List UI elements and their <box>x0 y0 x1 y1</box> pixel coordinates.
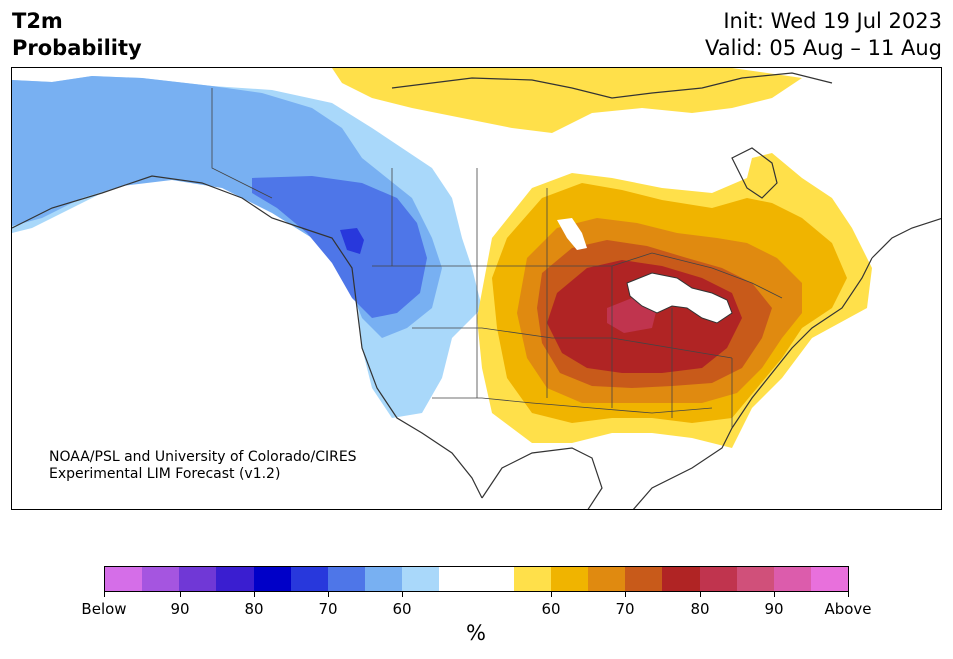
colorbar-segment <box>513 567 551 591</box>
colorbar-tick-label: 60 <box>392 600 412 618</box>
below-70-region <box>252 176 427 318</box>
colorbar-tick-label: 90 <box>170 600 190 618</box>
colorbar-tick-label: 70 <box>615 600 635 618</box>
lake-winnipeg <box>557 218 587 250</box>
below-80-region <box>340 228 364 254</box>
colorbar-tick <box>848 592 849 597</box>
credit-line-1: NOAA/PSL and University of Colorado/CIRE… <box>49 449 357 465</box>
colorbar-tick <box>104 592 105 597</box>
colorbar-tick-label: Above <box>824 600 872 618</box>
colorbar-segment <box>365 567 403 591</box>
colorbar-segment <box>179 567 217 591</box>
colorbar-segment <box>550 567 589 591</box>
colorbar-segment <box>810 567 849 591</box>
colorbar-segment <box>588 567 626 591</box>
colorbar-segment <box>699 567 737 591</box>
colorbar-tick <box>402 592 403 597</box>
colorbar-segment <box>662 567 700 591</box>
colorbar-tick-label: 60 <box>541 600 561 618</box>
valid-range: Valid: 05 Aug – 11 Aug <box>704 36 942 60</box>
colorbar-segment <box>402 567 440 591</box>
colorbar-tick-label: 80 <box>690 600 710 618</box>
colorbar-segment <box>327 567 366 591</box>
colorbar-segment <box>253 567 291 591</box>
colorbar-tick <box>254 592 255 597</box>
colorbar-tick-label: Below <box>81 600 127 618</box>
colorbar-segment <box>142 567 180 591</box>
colorbar-tick <box>180 592 181 597</box>
title-left: T2m Probability <box>12 8 142 62</box>
title-right: Init: Wed 19 Jul 2023 Valid: 05 Aug – 11… <box>705 8 942 62</box>
colorbar-segment <box>476 567 514 591</box>
colorbar-segment <box>216 567 254 591</box>
forecast-map <box>11 67 942 510</box>
colorbar-unit: % <box>466 621 486 645</box>
colorbar-tick-label: 90 <box>764 600 784 618</box>
variable-label: T2m <box>12 9 63 33</box>
credit-line-2: Experimental LIM Forecast (v1.2) <box>49 466 281 482</box>
colorbar-segment <box>773 567 811 591</box>
colorbar-tick <box>625 592 626 597</box>
colorbar-segment <box>625 567 663 591</box>
colorbar-tick-label: 70 <box>318 600 338 618</box>
above-50-north <box>332 68 802 133</box>
colorbar-segment <box>439 567 477 591</box>
map-svg <box>12 68 941 509</box>
colorbar-segment <box>736 567 774 591</box>
below-50-region <box>12 76 442 338</box>
init-date: Init: Wed 19 Jul 2023 <box>723 9 942 33</box>
coastlines <box>12 72 941 509</box>
colorbar-tick <box>551 592 552 597</box>
colorbar-segment <box>105 567 143 591</box>
product-label: Probability <box>12 36 142 60</box>
colorbar-tick <box>700 592 701 597</box>
colorbar <box>104 566 849 592</box>
great-lakes <box>626 272 733 324</box>
colorbar-segment <box>290 567 328 591</box>
map-credit: NOAA/PSL and University of Colorado/CIRE… <box>49 449 357 483</box>
political-borders <box>211 88 783 428</box>
colorbar-tick <box>328 592 329 597</box>
colorbar-tick <box>774 592 775 597</box>
colorbar-tick-label: 80 <box>244 600 264 618</box>
